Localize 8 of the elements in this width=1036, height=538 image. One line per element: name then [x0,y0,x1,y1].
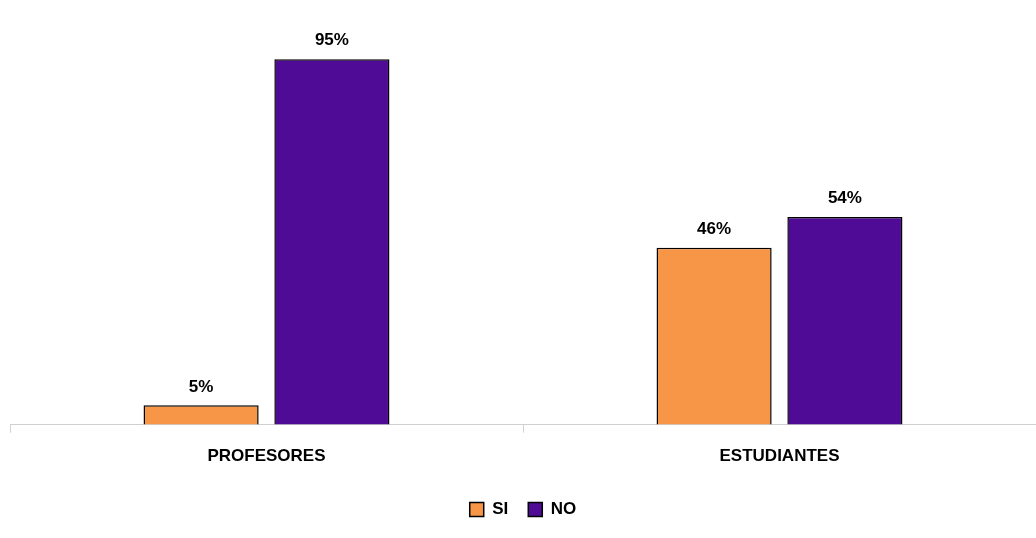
data-label: 5% [188,376,214,396]
x-tick-label: PROFESORES [207,446,326,466]
data-label: 46% [697,218,732,238]
legend-label: SI [492,499,509,519]
legend-label: NO [550,499,577,519]
data-label: 54% [827,188,862,208]
x-tick-label: ESTUDIANTES [719,446,840,466]
data-label: 95% [314,30,349,50]
